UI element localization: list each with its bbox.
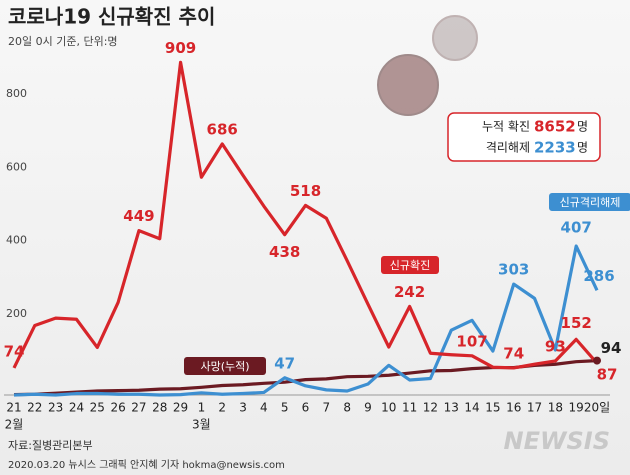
data-label: 686 (207, 120, 238, 138)
x-tick-label: 4 (260, 401, 268, 415)
chart-title: 코로나19 신규확진 추이 (8, 5, 215, 29)
x-tick-label: 17 (527, 401, 542, 415)
data-label: 242 (394, 283, 425, 301)
x-tick-label: 5 (281, 401, 289, 415)
data-label: 74 (4, 342, 25, 360)
x-tick-label: 22 (27, 401, 42, 415)
x-tick-label: 15 (485, 401, 500, 415)
summary-value: 8652 (534, 118, 576, 136)
data-label: 94 (601, 339, 622, 357)
x-tick-label: 8 (343, 401, 351, 415)
x-tick-label: 24 (69, 401, 84, 415)
x-tick-label: 2 (218, 401, 226, 415)
summary-label: 격리해제 (486, 141, 530, 155)
data-label: 909 (165, 39, 196, 57)
x-tick-label: 13 (444, 401, 459, 415)
x-tick-label: 18 (548, 401, 563, 415)
data-label: 152 (561, 314, 592, 332)
x-tick-label: 9 (364, 401, 372, 415)
series-callout-box (549, 193, 630, 211)
data-label: 449 (123, 207, 154, 225)
data-label: 438 (269, 243, 300, 261)
logo: NEWSIS (504, 427, 610, 455)
data-label: 303 (498, 261, 529, 279)
y-tick-label: 600 (6, 160, 27, 173)
x-tick-label: 14 (464, 401, 479, 415)
x-tick-label: 29 (173, 401, 188, 415)
credit: 2020.03.20 뉴시스 그래픽 안지혜 기자 hokma@newsis.c… (8, 459, 285, 471)
x-tick-label: 10 (381, 401, 396, 415)
series-line (12, 60, 599, 370)
data-label: 518 (290, 182, 321, 200)
series-line (13, 358, 598, 397)
x-tick-label: 28 (152, 401, 167, 415)
x-tick-label: 3 (239, 401, 247, 415)
y-tick-label: 800 (6, 87, 27, 100)
summary-unit: 명 (577, 120, 588, 134)
data-label: 87 (597, 366, 618, 384)
x-tick-label: 19 (569, 401, 584, 415)
data-label: 407 (561, 219, 592, 237)
x-tick-label: 20일 (584, 401, 610, 415)
data-label: 47 (274, 354, 295, 372)
series-callout-box (381, 256, 439, 274)
virus-decoration (377, 15, 478, 116)
summary-value: 2233 (534, 139, 576, 157)
x-tick-label: 12 (423, 401, 438, 415)
x-tick-label: 27 (131, 401, 146, 415)
x-tick-label: 6 (302, 401, 310, 415)
y-tick-label: 200 (6, 307, 27, 320)
data-label: 74 (503, 344, 524, 362)
x-tick-label: 11 (402, 401, 417, 415)
month-label: 2월 (5, 418, 24, 432)
legend-entry: 사망(누적) (200, 360, 249, 373)
summary-box (447, 112, 601, 162)
end-dot (593, 356, 601, 365)
y-tick-label: 400 (6, 234, 27, 247)
chart-subtitle: 20일 0시 기준, 단위:명 (8, 34, 118, 48)
data-label: 286 (583, 267, 614, 285)
month-label: 3월 (192, 418, 211, 432)
x-tick-label: 23 (48, 401, 63, 415)
data-label: 93 (545, 337, 566, 355)
x-tick-label: 26 (110, 401, 125, 415)
data-label: 107 (456, 332, 487, 350)
x-tick-label: 25 (90, 401, 105, 415)
x-tick-label: 21 (6, 401, 21, 415)
x-tick-label: 1 (198, 401, 206, 415)
series-line (13, 244, 599, 397)
x-tick-label: 7 (323, 401, 331, 415)
source: 자료:질병관리본부 (8, 439, 93, 452)
legend-entry: 신규확진 (390, 259, 430, 272)
series-callout-box (184, 357, 266, 375)
summary-label: 누적 확진 (482, 120, 530, 134)
legend-entry: 신규격리해제 (560, 195, 621, 209)
x-tick-label: 16 (506, 401, 521, 415)
summary-unit: 명 (577, 141, 588, 155)
